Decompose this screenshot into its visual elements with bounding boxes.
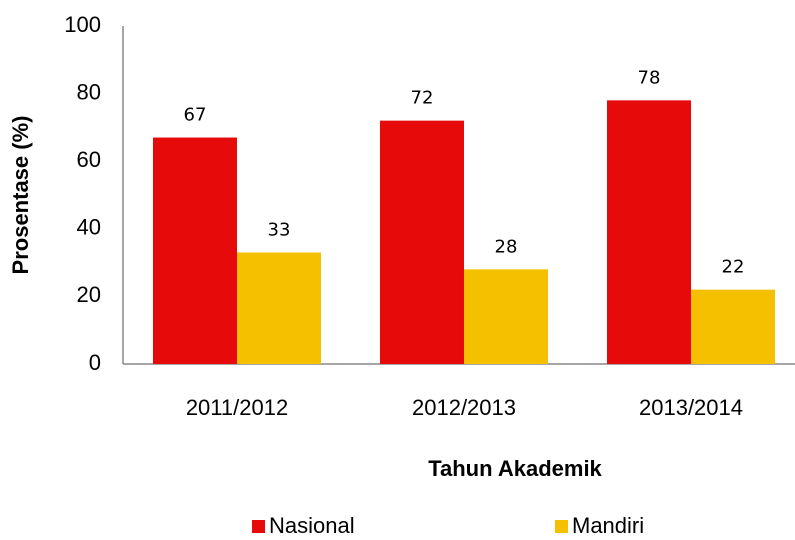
- y-tick-label: 0: [89, 350, 101, 375]
- data-label: 78: [638, 67, 661, 88]
- x-axis-title: Tahun Akademik: [428, 456, 602, 481]
- legend-swatch: [252, 520, 265, 533]
- legend-label: Nasional: [269, 513, 355, 538]
- y-tick-label: 100: [64, 12, 101, 37]
- y-tick-label: 60: [77, 147, 101, 172]
- data-label: 33: [268, 219, 291, 240]
- y-tick-label: 80: [77, 79, 101, 104]
- y-tick-label: 40: [77, 215, 101, 240]
- bar: [464, 269, 548, 364]
- legend-label: Mandiri: [572, 513, 644, 538]
- data-label: 67: [184, 105, 207, 126]
- bar: [237, 252, 321, 364]
- bar: [153, 137, 237, 364]
- data-label: 22: [722, 257, 745, 278]
- data-label: 28: [495, 236, 518, 257]
- y-axis-title: Prosentase (%): [8, 116, 33, 275]
- data-label: 72: [411, 88, 434, 109]
- legend-swatch: [555, 520, 568, 533]
- bar: [607, 100, 691, 365]
- x-tick-label: 2013/2014: [639, 395, 743, 420]
- y-tick-label: 20: [77, 282, 101, 307]
- bar: [691, 289, 775, 364]
- x-tick-label: 2012/2013: [412, 395, 516, 420]
- bar: [380, 120, 464, 364]
- x-tick-label: 2011/2012: [186, 395, 288, 420]
